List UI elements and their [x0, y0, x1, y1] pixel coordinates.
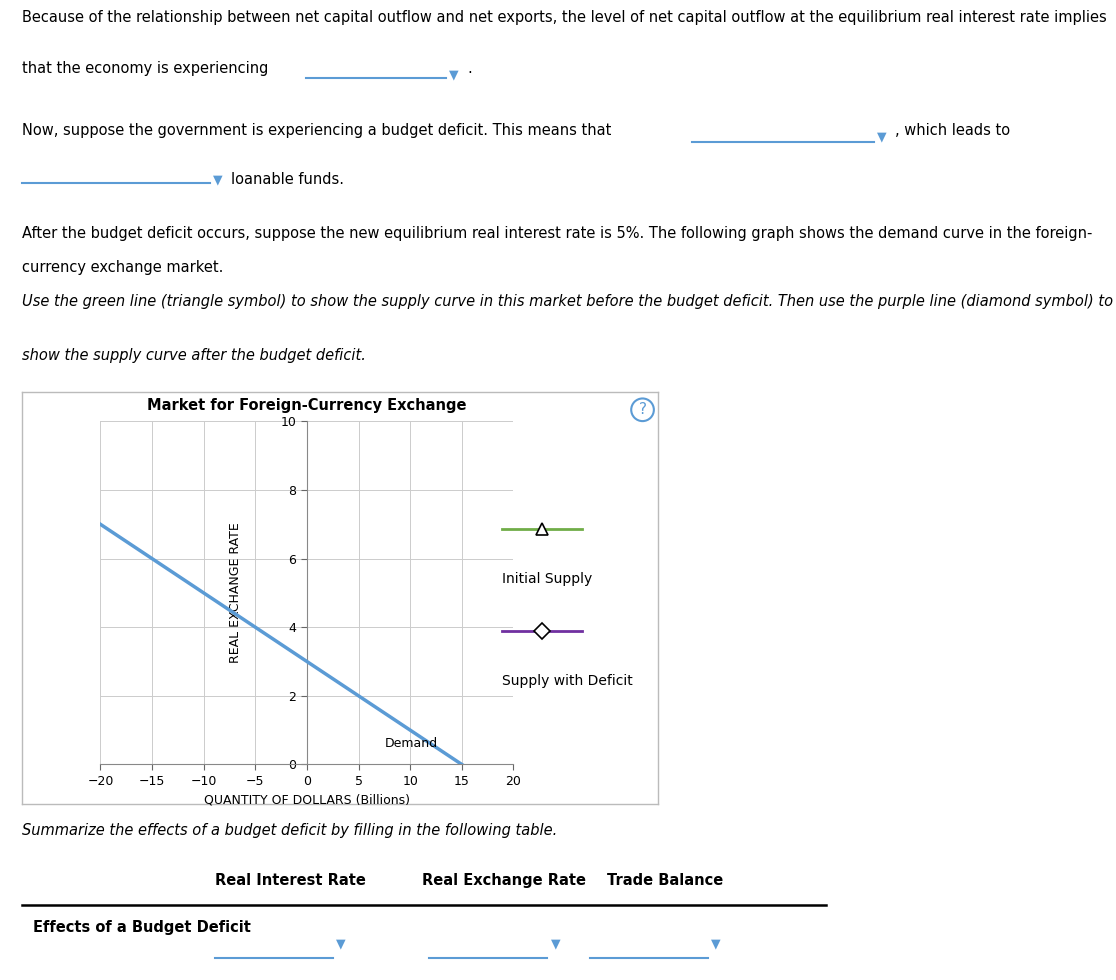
Text: ▼: ▼	[336, 938, 346, 951]
Text: .: .	[466, 61, 472, 76]
Text: ▼: ▼	[550, 938, 560, 951]
Text: Trade Balance: Trade Balance	[607, 873, 723, 889]
Text: Because of the relationship between net capital outflow and net exports, the lev: Because of the relationship between net …	[22, 10, 1107, 24]
Y-axis label: REAL EXCHANGE RATE: REAL EXCHANGE RATE	[229, 522, 242, 663]
Text: Real Exchange Rate: Real Exchange Rate	[423, 873, 586, 889]
Text: show the supply curve after the budget deficit.: show the supply curve after the budget d…	[22, 348, 366, 363]
Text: loanable funds.: loanable funds.	[231, 172, 344, 187]
Text: , which leads to: , which leads to	[895, 123, 1011, 138]
X-axis label: QUANTITY OF DOLLARS (Billions): QUANTITY OF DOLLARS (Billions)	[204, 794, 410, 807]
Text: ▼: ▼	[711, 938, 721, 951]
Text: Effects of a Budget Deficit: Effects of a Budget Deficit	[33, 920, 251, 936]
Text: Supply with Deficit: Supply with Deficit	[502, 674, 633, 688]
Text: ▼: ▼	[213, 173, 223, 186]
Text: Demand: Demand	[384, 737, 437, 751]
Text: After the budget deficit occurs, suppose the new equilibrium real interest rate : After the budget deficit occurs, suppose…	[22, 225, 1093, 241]
Text: Now, suppose the government is experiencing a budget deficit. This means that: Now, suppose the government is experienc…	[22, 123, 612, 138]
Text: ▼: ▼	[449, 68, 459, 81]
Text: ?: ?	[638, 403, 646, 417]
Text: that the economy is experiencing: that the economy is experiencing	[22, 61, 269, 76]
Text: ▼: ▼	[877, 130, 887, 144]
Text: Use the green line (triangle symbol) to show the supply curve in this market bef: Use the green line (triangle symbol) to …	[22, 294, 1114, 309]
Text: Summarize the effects of a budget deficit by filling in the following table.: Summarize the effects of a budget defici…	[22, 823, 558, 838]
Text: currency exchange market.: currency exchange market.	[22, 260, 223, 275]
Text: Initial Supply: Initial Supply	[502, 572, 593, 586]
Text: Real Interest Rate: Real Interest Rate	[214, 873, 366, 889]
Title: Market for Foreign-Currency Exchange: Market for Foreign-Currency Exchange	[147, 398, 466, 414]
